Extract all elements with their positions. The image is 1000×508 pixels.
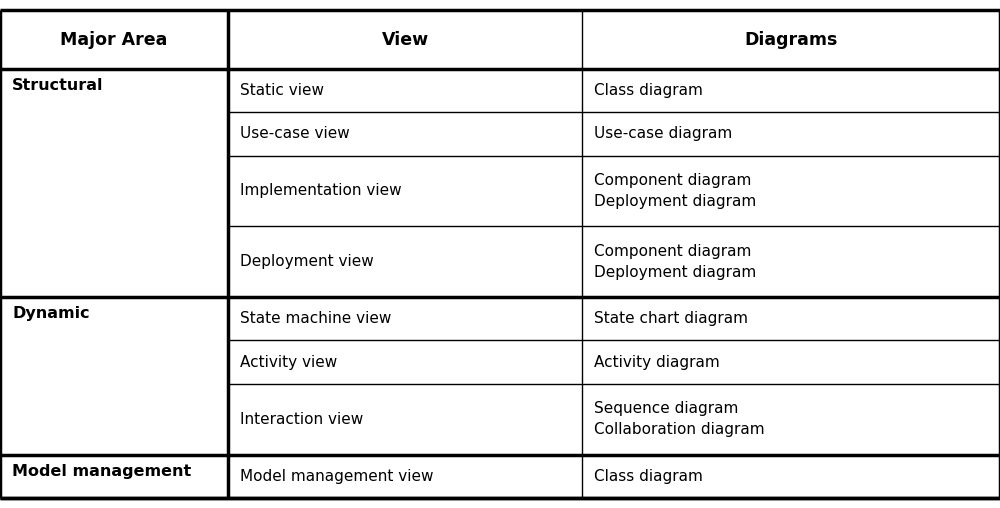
Text: State machine view: State machine view	[240, 311, 391, 326]
Text: Sequence diagram
Collaboration diagram: Sequence diagram Collaboration diagram	[594, 401, 765, 437]
Text: Implementation view: Implementation view	[240, 183, 402, 199]
Text: Model management view: Model management view	[240, 469, 434, 484]
Text: Diagrams: Diagrams	[744, 30, 838, 49]
Text: Component diagram
Deployment diagram: Component diagram Deployment diagram	[594, 244, 756, 279]
Text: Static view: Static view	[240, 83, 324, 98]
Text: Activity diagram: Activity diagram	[594, 355, 720, 370]
Text: Interaction view: Interaction view	[240, 411, 363, 427]
Text: Dynamic: Dynamic	[12, 306, 90, 321]
Text: Major Area: Major Area	[60, 30, 168, 49]
Text: Structural: Structural	[12, 78, 104, 93]
Bar	[0, 10, 1000, 69]
Text: Model management: Model management	[12, 463, 191, 479]
Text: Class diagram: Class diagram	[594, 469, 703, 484]
Text: State chart diagram: State chart diagram	[594, 311, 748, 326]
Text: Class diagram: Class diagram	[594, 83, 703, 98]
Text: Use-case diagram: Use-case diagram	[594, 126, 732, 141]
Text: View: View	[381, 30, 429, 49]
Text: Component diagram
Deployment diagram: Component diagram Deployment diagram	[594, 173, 756, 209]
Text: Deployment view: Deployment view	[240, 255, 374, 269]
Text: Activity view: Activity view	[240, 355, 337, 370]
Text: Use-case view: Use-case view	[240, 126, 350, 141]
